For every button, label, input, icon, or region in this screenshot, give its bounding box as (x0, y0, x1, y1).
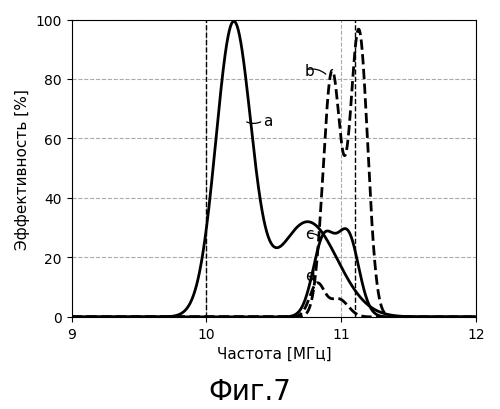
Text: c: c (305, 227, 314, 242)
Text: a: a (263, 114, 272, 129)
Y-axis label: Эффективность [%]: Эффективность [%] (15, 89, 30, 249)
X-axis label: Частота [МГц]: Частота [МГц] (216, 346, 331, 361)
Text: b: b (305, 63, 314, 79)
Text: Фиг.7: Фиг.7 (208, 377, 292, 405)
Text: d: d (305, 268, 314, 283)
